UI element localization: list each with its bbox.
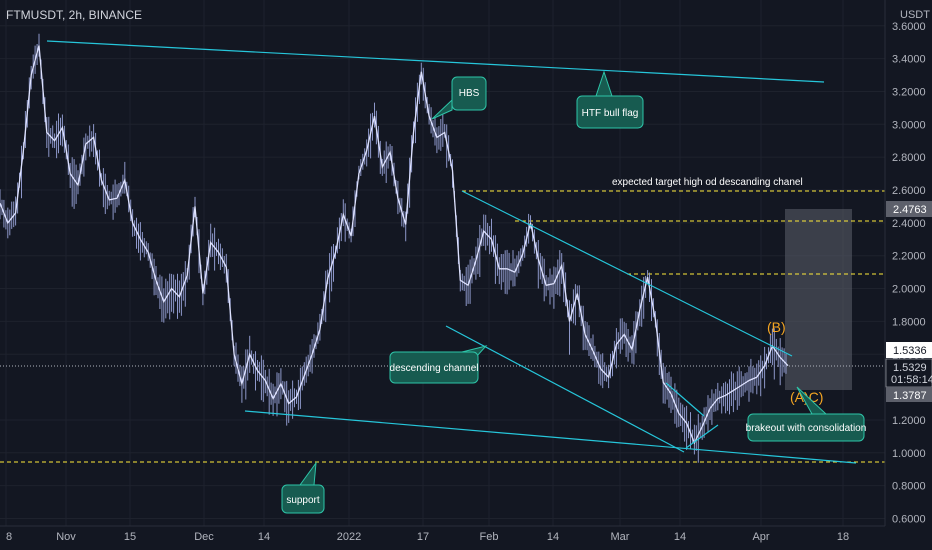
price-label-low: 1.3787 (886, 387, 932, 402)
channel-upper-line (461, 190, 793, 357)
price-line (0, 45, 789, 445)
y-tick-label: 1.2000 (892, 415, 926, 427)
price-label-low-text: 1.3787 (893, 390, 927, 402)
y-tick-label: 3.0000 (892, 119, 926, 131)
y-tick-label: 1.8000 (892, 316, 926, 328)
wedge-lower-line (685, 424, 719, 449)
callout-descending-channel-text: descending channel (390, 363, 479, 374)
y-tick-label: 2.6000 (892, 185, 926, 197)
symbol-title: FTMUSDT, 2h, BINANCE (6, 8, 142, 22)
x-tick-label: 15 (124, 531, 136, 543)
htf-lower-trendline (244, 410, 857, 464)
target-projection-box (785, 209, 852, 390)
y-tick-label: 2.8000 (892, 152, 926, 164)
y-tick-label: 1.0000 (892, 448, 926, 460)
y-tick-label: 2.0000 (892, 284, 926, 296)
x-tick-label: 18 (837, 531, 849, 543)
y-tick-label: 3.4000 (892, 54, 926, 66)
trendlines (46, 40, 857, 464)
x-tick-label: 14 (258, 531, 270, 543)
y-tick-label: 0.8000 (892, 481, 926, 493)
price-label-current: 1.5329 01:58:14 (885, 358, 932, 388)
callout-hbs-text: HBS (459, 88, 480, 99)
price-label-high: 1.5336 (886, 342, 932, 358)
y-tick-label: 2.4000 (892, 218, 926, 230)
x-tick-label: Dec (194, 531, 214, 543)
callout-breakout: brakeout with consolidation (746, 386, 867, 442)
x-tick-label: Feb (480, 531, 499, 543)
callout-htf-bull-flag-text: HTF bull flag (582, 108, 639, 119)
x-tick-label: Mar (611, 531, 630, 543)
callout-hbs: HBS (431, 76, 487, 120)
wave-b-label: (B) (767, 319, 786, 335)
x-tick-label: Apr (752, 531, 769, 543)
callout-htf-bull-flag: HTF bull flag (576, 70, 644, 129)
x-tick-label: Nov (56, 531, 76, 543)
x-tick-label: 8 (6, 531, 12, 543)
x-tick-label: 14 (674, 531, 686, 543)
x-tick-label: 14 (547, 531, 559, 543)
time-axis[interactable]: 8 Nov 15 Dec 14 2022 17 Feb 14 Mar 14 Apr 18 (6, 531, 849, 543)
x-tick-label: 17 (417, 531, 429, 543)
y-tick-label: 3.6000 (892, 21, 926, 33)
expected-target-label: expected target high od descanding chane… (612, 177, 803, 188)
y-tick-label: 0.6000 (892, 514, 926, 526)
price-label-current-text: 1.5329 (893, 362, 927, 374)
price-label-target: 2.4763 (886, 201, 932, 217)
callout-breakout-text: brakeout with consolidation (746, 423, 867, 434)
wedge-upper-line (665, 382, 705, 417)
price-label-target-text: 2.4763 (893, 204, 927, 216)
price-label-high-text: 1.5336 (893, 345, 927, 357)
countdown-text: 01:58:14 (891, 374, 932, 386)
callout-descending-channel: descending channel (389, 345, 488, 384)
x-tick-label: 2022 (337, 531, 361, 543)
price-series (0, 33, 789, 463)
callout-support-text: support (286, 495, 320, 506)
y-tick-label: 3.2000 (892, 86, 926, 98)
y-tick-label: 2.2000 (892, 251, 926, 263)
callout-support: support (281, 461, 325, 514)
htf-upper-trendline (46, 40, 825, 83)
dashed-levels (0, 190, 885, 463)
price-axis[interactable]: 3.6000 3.4000 3.2000 3.0000 2.8000 2.6000 2.40… (892, 21, 926, 526)
currency-label: USDT (900, 9, 930, 21)
